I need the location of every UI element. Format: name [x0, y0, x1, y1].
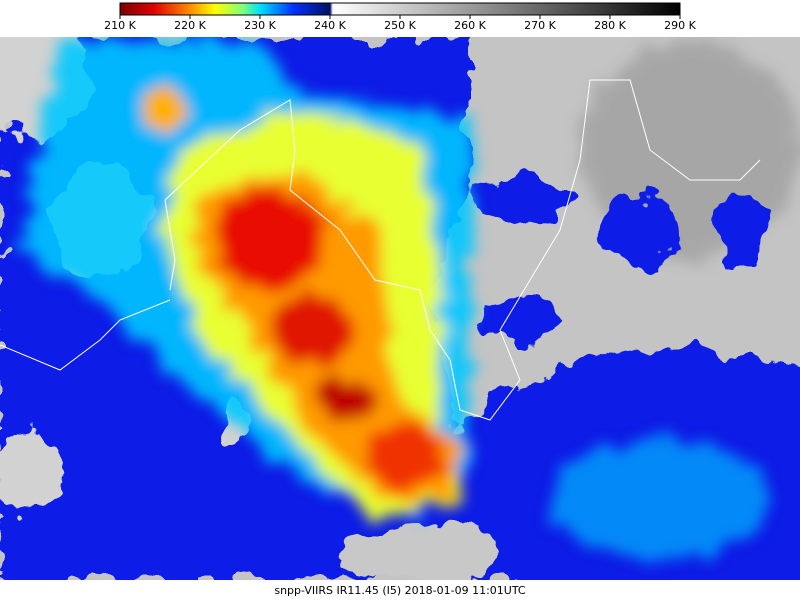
- border-line: [164, 79, 761, 421]
- colorbar-label: 260 K: [454, 19, 486, 32]
- cold-cloud: [600, 195, 680, 265]
- colorbar-label: 290 K: [664, 19, 696, 32]
- core: [367, 422, 443, 488]
- colorbar-label: 270 K: [524, 19, 556, 32]
- cold-cloud: [480, 298, 560, 342]
- core: [215, 190, 325, 290]
- core: [315, 378, 375, 422]
- colorbar-label: 230 K: [244, 19, 276, 32]
- clear-gap: [0, 430, 65, 510]
- cold-cloud: [715, 190, 765, 270]
- colorbar-label: 280 K: [594, 19, 626, 32]
- colorbar-label: 210 K: [104, 19, 136, 32]
- clear-gap: [340, 525, 500, 580]
- satellite-image: [0, 37, 800, 580]
- storm: [20, 40, 770, 560]
- borders: [0, 79, 761, 421]
- colorbar: [119, 2, 681, 16]
- core: [270, 295, 350, 365]
- border-line: [0, 299, 171, 371]
- caption: snpp-VIIRS IR11.45 (I5) 2018-01-09 11:01…: [274, 584, 526, 597]
- cold-cloud: [465, 178, 575, 222]
- colorbar-ticks: 210 K 220 K 230 K 240 K 250 K 260 K 270 K 280 K…: [104, 15, 697, 32]
- cloud-30: [550, 440, 770, 560]
- border-line: [164, 199, 176, 291]
- cloud-20: [140, 90, 190, 130]
- colorbar-label: 250 K: [384, 19, 416, 32]
- colorbar-label: 220 K: [174, 19, 206, 32]
- colorbar-label: 240 K: [314, 19, 346, 32]
